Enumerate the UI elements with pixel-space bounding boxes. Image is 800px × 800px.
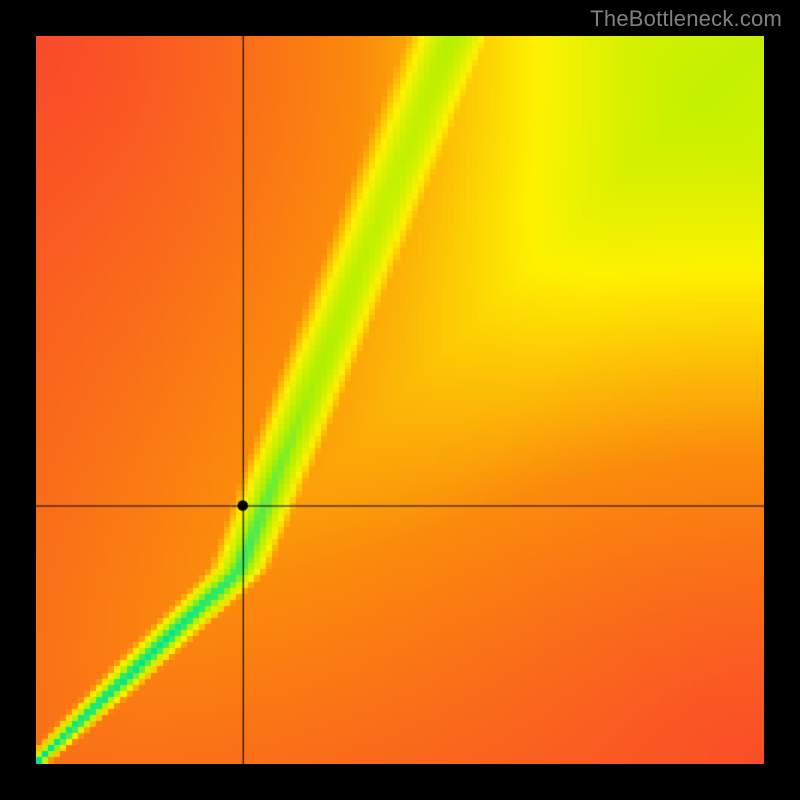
heatmap-plot	[36, 36, 764, 764]
watermark-text: TheBottleneck.com	[590, 6, 782, 32]
chart-container: TheBottleneck.com	[0, 0, 800, 800]
heatmap-canvas	[36, 36, 764, 764]
